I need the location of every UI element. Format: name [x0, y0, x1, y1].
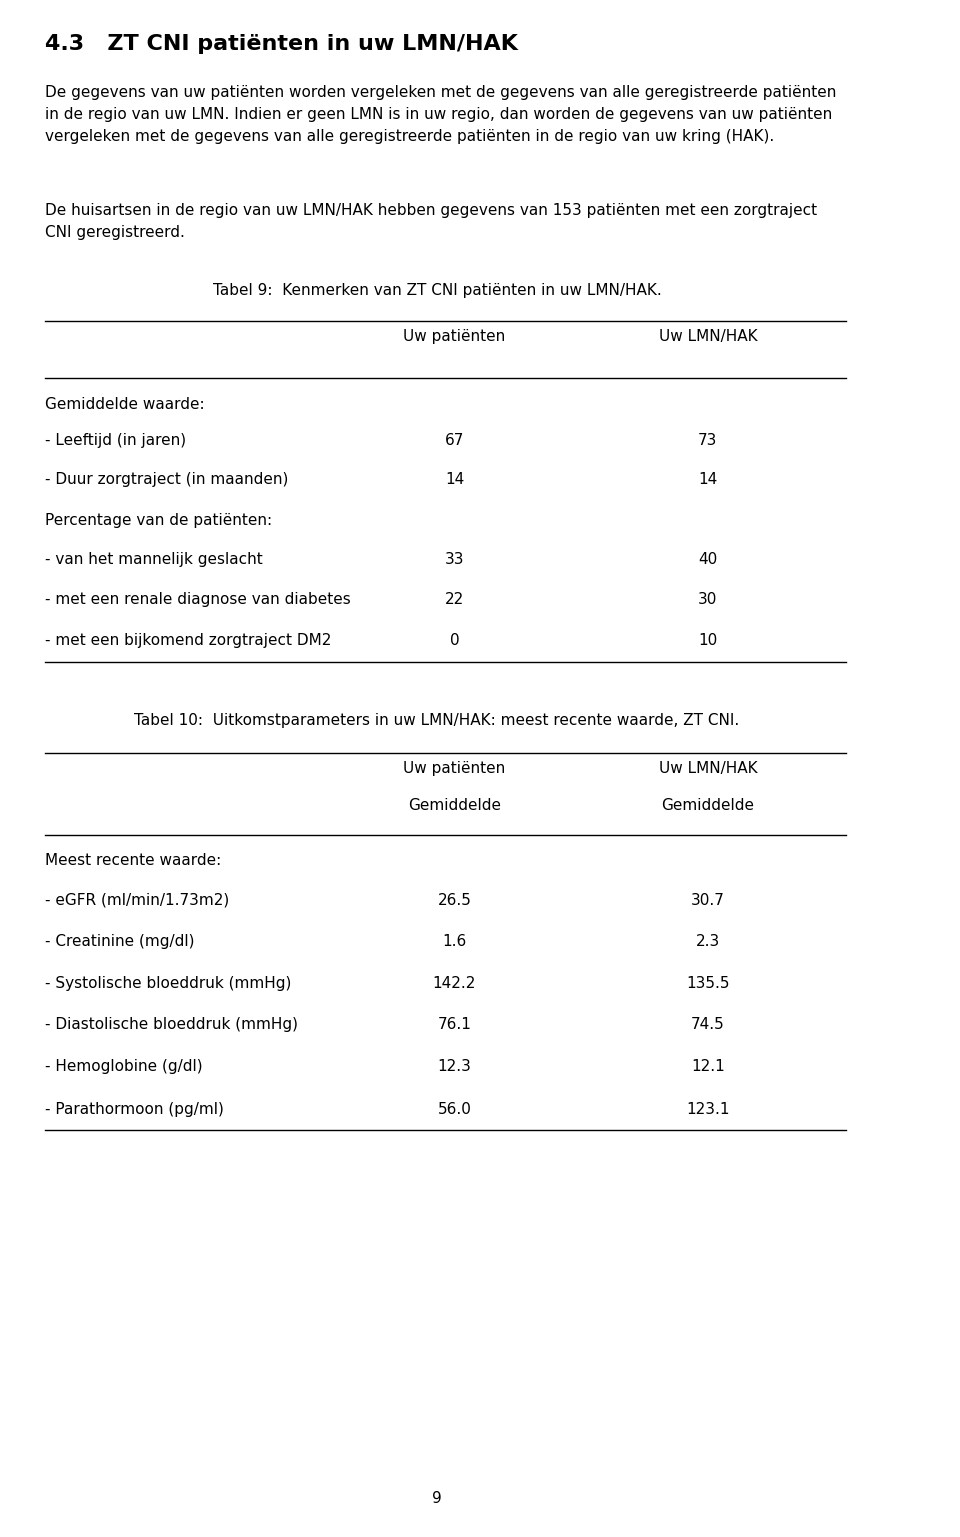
Text: 14: 14 — [698, 472, 717, 487]
Text: 22: 22 — [444, 592, 464, 607]
Text: - Duur zorgtraject (in maanden): - Duur zorgtraject (in maanden) — [45, 472, 289, 487]
Text: Uw patiënten: Uw patiënten — [403, 761, 506, 776]
Text: 12.1: 12.1 — [691, 1059, 725, 1074]
Text: 30: 30 — [698, 592, 717, 607]
Text: De huisartsen in de regio van uw LMN/HAK hebben gegevens van 153 patiënten met e: De huisartsen in de regio van uw LMN/HAK… — [45, 203, 818, 240]
Text: 2.3: 2.3 — [696, 934, 720, 950]
Text: 10: 10 — [698, 633, 717, 649]
Text: 76.1: 76.1 — [438, 1017, 471, 1033]
Text: 1.6: 1.6 — [443, 934, 467, 950]
Text: 4.3   ZT CNI patiënten in uw LMN/HAK: 4.3 ZT CNI patiënten in uw LMN/HAK — [45, 34, 518, 54]
Text: 56.0: 56.0 — [438, 1102, 471, 1117]
Text: Tabel 10:  Uitkomstparameters in uw LMN/HAK: meest recente waarde, ZT CNI.: Tabel 10: Uitkomstparameters in uw LMN/H… — [134, 713, 739, 729]
Text: - met een bijkomend zorgtraject DM2: - met een bijkomend zorgtraject DM2 — [45, 633, 332, 649]
Text: 67: 67 — [444, 433, 464, 449]
Text: Gemiddelde waarde:: Gemiddelde waarde: — [45, 397, 205, 412]
Text: 40: 40 — [698, 552, 717, 567]
Text: - eGFR (ml/min/1.73m2): - eGFR (ml/min/1.73m2) — [45, 893, 229, 908]
Text: Meest recente waarde:: Meest recente waarde: — [45, 853, 222, 868]
Text: - Parathormoon (pg/ml): - Parathormoon (pg/ml) — [45, 1102, 225, 1117]
Text: 142.2: 142.2 — [433, 976, 476, 991]
Text: Gemiddelde: Gemiddelde — [661, 798, 755, 813]
Text: 30.7: 30.7 — [691, 893, 725, 908]
Text: Uw LMN/HAK: Uw LMN/HAK — [659, 329, 757, 344]
Text: 0: 0 — [449, 633, 459, 649]
Text: - van het mannelijk geslacht: - van het mannelijk geslacht — [45, 552, 263, 567]
Text: 135.5: 135.5 — [686, 976, 730, 991]
Text: - Systolische bloeddruk (mmHg): - Systolische bloeddruk (mmHg) — [45, 976, 292, 991]
Text: Tabel 9:  Kenmerken van ZT CNI patiënten in uw LMN/HAK.: Tabel 9: Kenmerken van ZT CNI patiënten … — [212, 283, 661, 298]
Text: - Creatinine (mg/dl): - Creatinine (mg/dl) — [45, 934, 195, 950]
Text: - Diastolische bloeddruk (mmHg): - Diastolische bloeddruk (mmHg) — [45, 1017, 299, 1033]
Text: Uw LMN/HAK: Uw LMN/HAK — [659, 761, 757, 776]
Text: Gemiddelde: Gemiddelde — [408, 798, 501, 813]
Text: 26.5: 26.5 — [438, 893, 471, 908]
Text: - Leeftijd (in jaren): - Leeftijd (in jaren) — [45, 433, 186, 449]
Text: 14: 14 — [444, 472, 464, 487]
Text: Percentage van de patiënten:: Percentage van de patiënten: — [45, 513, 273, 529]
Text: De gegevens van uw patiënten worden vergeleken met de gegevens van alle geregist: De gegevens van uw patiënten worden verg… — [45, 85, 837, 144]
Text: 123.1: 123.1 — [686, 1102, 730, 1117]
Text: Uw patiënten: Uw patiënten — [403, 329, 506, 344]
Text: - met een renale diagnose van diabetes: - met een renale diagnose van diabetes — [45, 592, 351, 607]
Text: 9: 9 — [432, 1491, 442, 1506]
Text: - Hemoglobine (g/dl): - Hemoglobine (g/dl) — [45, 1059, 204, 1074]
Text: 12.3: 12.3 — [438, 1059, 471, 1074]
Text: 33: 33 — [444, 552, 465, 567]
Text: 74.5: 74.5 — [691, 1017, 725, 1033]
Text: 73: 73 — [698, 433, 717, 449]
